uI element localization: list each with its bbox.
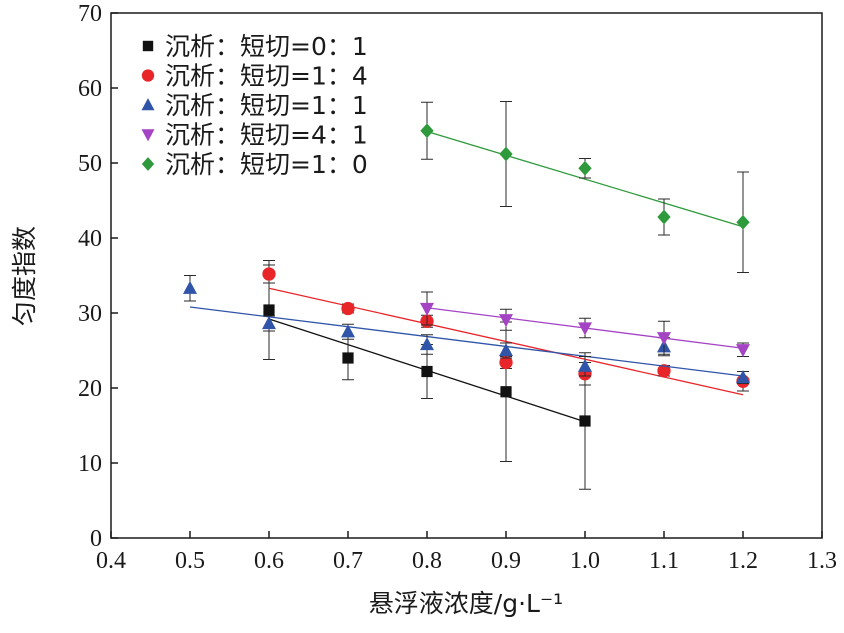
x-tick-label: 1.2 bbox=[728, 548, 758, 574]
plot-border bbox=[110, 12, 823, 539]
data-point bbox=[420, 302, 434, 316]
legend-marker bbox=[141, 129, 155, 142]
data-point bbox=[341, 301, 355, 316]
legend-marker bbox=[141, 69, 155, 82]
data-point bbox=[657, 209, 671, 225]
data-point bbox=[420, 337, 434, 351]
legend-label: 沉析：短切=1：1 bbox=[165, 91, 368, 120]
y-tick-label: 20 bbox=[78, 376, 102, 402]
y-tick-label: 60 bbox=[78, 76, 102, 102]
x-tick-label: 0.8 bbox=[412, 548, 442, 574]
series-3 bbox=[183, 275, 750, 384]
legend: 沉析：短切=0：1沉析：短切=1：4沉析：短切=1：1沉析：短切=4：1沉析：短… bbox=[141, 32, 368, 179]
legend-marker bbox=[141, 98, 155, 111]
fit-line bbox=[426, 130, 744, 228]
data-point bbox=[578, 358, 592, 372]
data-point bbox=[736, 370, 750, 384]
x-tick-label: 1.3 bbox=[807, 548, 837, 574]
data-point bbox=[736, 344, 750, 358]
x-axis: 0.4 0.5 0.6 0.7 0.8 0.9 1.0 1.1 1.2 1.3 bbox=[96, 531, 837, 574]
data-point bbox=[341, 324, 355, 338]
x-axis-title: 悬浮液浓度/g·L⁻¹ bbox=[369, 589, 563, 618]
y-tick-label: 70 bbox=[78, 1, 102, 27]
data-point bbox=[578, 322, 592, 336]
legend-item-4: 沉析：短切=4：1 bbox=[141, 121, 368, 150]
legend-label: 沉析：短切=0：1 bbox=[165, 32, 368, 61]
data-point bbox=[499, 146, 513, 162]
data-point bbox=[657, 332, 671, 346]
legend-label: 沉析：短切=4：1 bbox=[165, 121, 368, 150]
data-point bbox=[421, 365, 433, 378]
y-axis: 0 10 20 30 40 50 60 70 bbox=[78, 1, 118, 552]
data-point bbox=[578, 160, 592, 176]
legend-label: 沉析：短切=1：0 bbox=[165, 150, 368, 179]
data-point bbox=[499, 343, 513, 357]
data-point bbox=[342, 352, 354, 364]
y-tick-label: 40 bbox=[78, 226, 102, 252]
y-tick-label: 30 bbox=[78, 301, 102, 327]
data-point bbox=[500, 386, 512, 398]
data-point bbox=[263, 304, 275, 316]
x-tick-label: 0.5 bbox=[175, 548, 205, 574]
legend-item-3: 沉析：短切=1：1 bbox=[141, 91, 368, 120]
series-5 bbox=[420, 101, 750, 273]
legend-label: 沉析：短切=1：4 bbox=[165, 62, 368, 91]
data-point bbox=[499, 355, 513, 370]
data-point bbox=[420, 123, 434, 139]
series-4 bbox=[420, 291, 750, 358]
data-point bbox=[736, 214, 750, 230]
legend-marker bbox=[142, 40, 154, 52]
x-tick-label: 0.4 bbox=[96, 548, 126, 574]
y-tick-label: 10 bbox=[78, 451, 102, 477]
y-tick-label: 0 bbox=[90, 526, 102, 552]
plot-frame bbox=[110, 12, 823, 539]
y-axis-title: 匀度指数 bbox=[10, 226, 39, 326]
legend-item-5: 沉析：短切=1：0 bbox=[141, 150, 368, 179]
x-tick-label: 1.1 bbox=[649, 548, 679, 574]
data-point bbox=[262, 316, 276, 330]
fit-line bbox=[189, 306, 744, 377]
data-point bbox=[262, 267, 276, 281]
series-layer bbox=[183, 101, 750, 490]
y-tick-label: 50 bbox=[78, 151, 102, 177]
legend-marker bbox=[141, 157, 155, 171]
data-point bbox=[579, 415, 591, 427]
x-tick-label: 0.7 bbox=[333, 548, 363, 574]
x-tick-label: 1.0 bbox=[570, 548, 600, 574]
data-point bbox=[657, 364, 671, 378]
legend-item-2: 沉析：短切=1：4 bbox=[141, 62, 368, 91]
x-tick-label: 0.9 bbox=[491, 548, 521, 574]
legend-item-1: 沉析：短切=0：1 bbox=[142, 32, 368, 61]
x-tick-label: 0.6 bbox=[254, 548, 284, 574]
data-point bbox=[183, 280, 197, 294]
data-point bbox=[499, 314, 513, 328]
